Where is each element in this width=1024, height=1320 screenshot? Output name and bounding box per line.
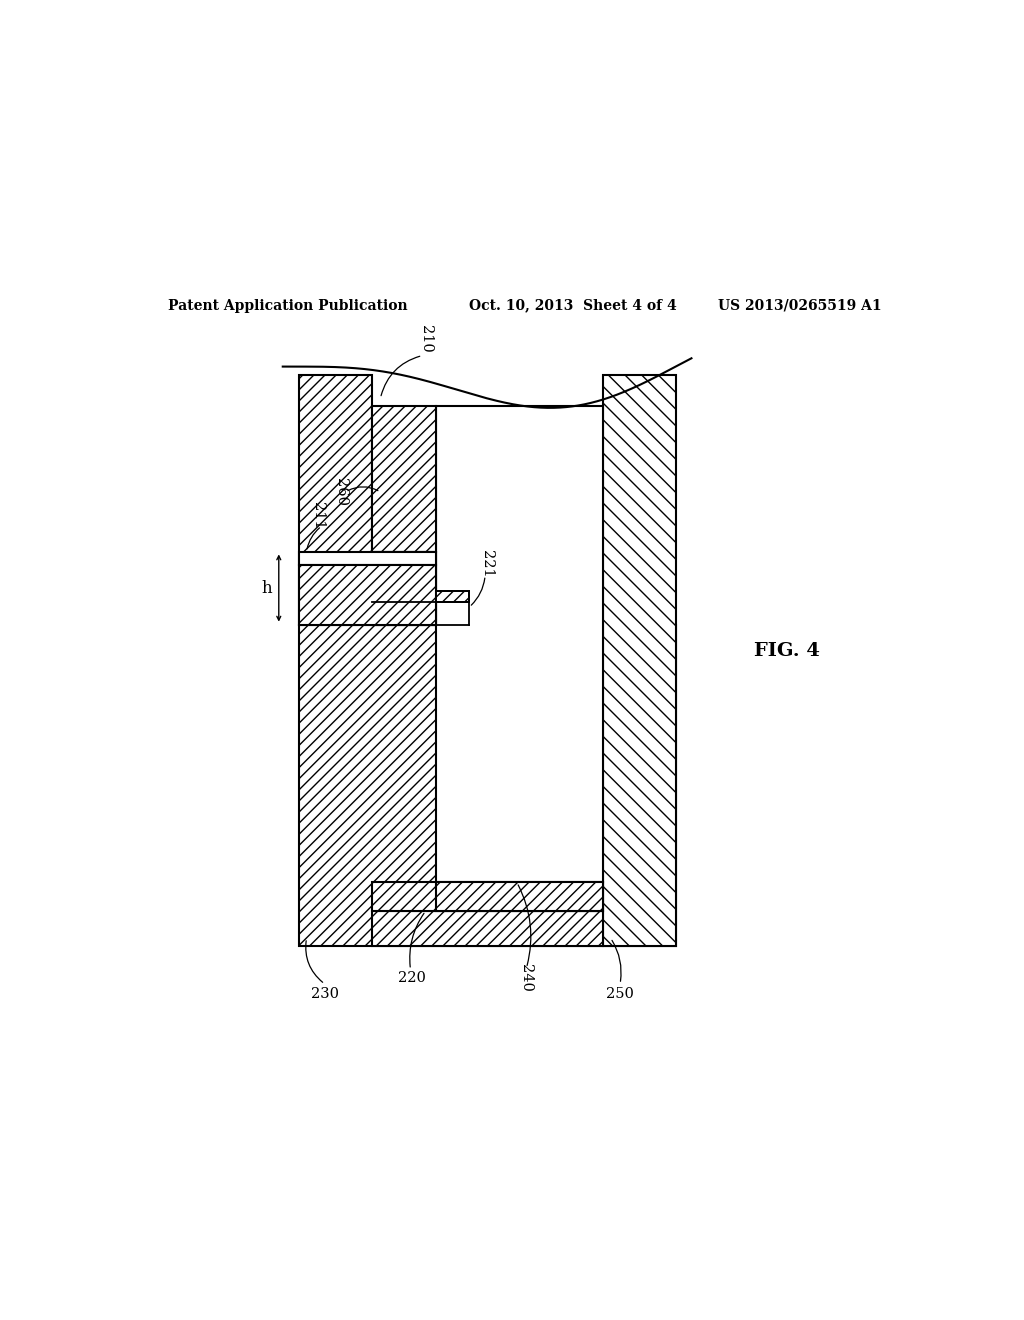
Bar — [436, 591, 469, 602]
Text: 211: 211 — [311, 502, 326, 529]
Text: 210: 210 — [419, 325, 432, 354]
Text: 230: 230 — [311, 986, 339, 1001]
Text: Oct. 10, 2013  Sheet 4 of 4: Oct. 10, 2013 Sheet 4 of 4 — [469, 298, 677, 313]
Bar — [299, 565, 436, 624]
Text: 240: 240 — [519, 964, 534, 991]
Text: US 2013/0265519 A1: US 2013/0265519 A1 — [718, 298, 882, 313]
Bar — [436, 591, 469, 602]
Bar — [299, 552, 436, 565]
Text: 260: 260 — [334, 478, 348, 506]
Bar — [299, 375, 373, 624]
Bar — [373, 911, 602, 946]
Text: Patent Application Publication: Patent Application Publication — [168, 298, 408, 313]
Text: 220: 220 — [398, 970, 426, 985]
Bar — [373, 407, 436, 552]
Bar — [436, 883, 602, 911]
Bar — [602, 375, 676, 946]
Bar — [299, 624, 676, 946]
Text: h: h — [261, 579, 272, 597]
Bar — [373, 883, 602, 911]
Bar — [373, 552, 436, 624]
Bar — [436, 407, 602, 883]
Text: FIG. 4: FIG. 4 — [754, 642, 819, 660]
Text: 250: 250 — [606, 986, 634, 1001]
Text: 221: 221 — [479, 549, 494, 577]
